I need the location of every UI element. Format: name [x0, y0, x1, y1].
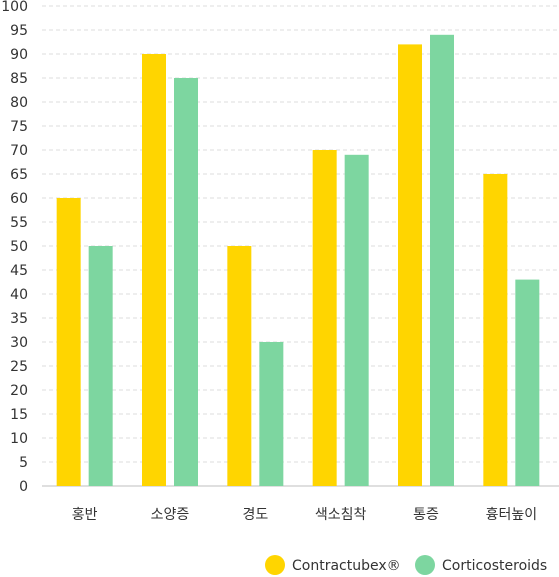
y-tick-label: 60 — [10, 191, 28, 207]
bar-contractubex — [56, 198, 81, 486]
y-tick-label: 0 — [19, 479, 28, 495]
bar-contractubex — [312, 150, 337, 486]
x-tick-label: 색소침착 — [315, 507, 367, 523]
bars — [56, 34, 540, 487]
y-tick-label: 55 — [10, 215, 28, 231]
y-tick-label: 85 — [10, 71, 28, 87]
y-tick-label: 50 — [10, 239, 28, 255]
legend-label: Corticosteroids — [442, 558, 547, 574]
y-tick-label: 65 — [10, 167, 28, 183]
y-tick-label: 90 — [10, 47, 28, 63]
x-tick-label: 소양증 — [151, 507, 190, 523]
legend-marker — [265, 555, 285, 575]
y-tick-label: 100 — [1, 0, 28, 15]
bar-contractubex — [398, 44, 422, 487]
bar-corticosteroids — [88, 246, 113, 486]
gridlines — [42, 5, 559, 487]
y-tick-label: 75 — [10, 119, 28, 135]
legend-label: Contractubex® — [292, 558, 401, 574]
x-tick-label: 경도 — [242, 507, 268, 523]
bar-corticosteroids — [430, 34, 454, 487]
x-axis: 홍반 소양증 경도 색소침착 통증 흉터높이 — [72, 507, 537, 523]
bar-contractubex — [227, 246, 252, 486]
legend-marker — [415, 555, 435, 575]
legend: Contractubex® Corticosteroids — [265, 555, 547, 575]
y-tick-label: 25 — [10, 359, 28, 375]
x-tick-label: 통증 — [413, 507, 439, 523]
bar-contractubex — [142, 54, 166, 486]
y-tick-label: 80 — [10, 95, 28, 111]
bar-corticosteroids — [515, 279, 540, 486]
y-tick-label: 45 — [10, 263, 28, 279]
y-tick-label: 10 — [10, 431, 28, 447]
x-tick-label: 흉터높이 — [486, 507, 538, 523]
y-tick-label: 30 — [10, 335, 28, 351]
y-tick-label: 20 — [10, 383, 28, 399]
bar-corticosteroids — [344, 154, 369, 487]
y-axis: 0 5 10 15 20 25 30 35 40 45 50 55 60 65 70 75 80 85 90 95 10… — [1, 0, 28, 495]
y-tick-label: 70 — [10, 143, 28, 159]
bar-corticosteroids — [174, 78, 198, 486]
bar-contractubex — [483, 174, 508, 486]
y-tick-label: 35 — [10, 311, 28, 327]
y-tick-label: 95 — [10, 23, 28, 39]
bar-corticosteroids — [259, 342, 284, 486]
y-tick-label: 15 — [10, 407, 28, 423]
y-tick-label: 40 — [10, 287, 28, 303]
x-tick-label: 홍반 — [72, 507, 98, 523]
y-tick-label: 5 — [19, 455, 28, 471]
